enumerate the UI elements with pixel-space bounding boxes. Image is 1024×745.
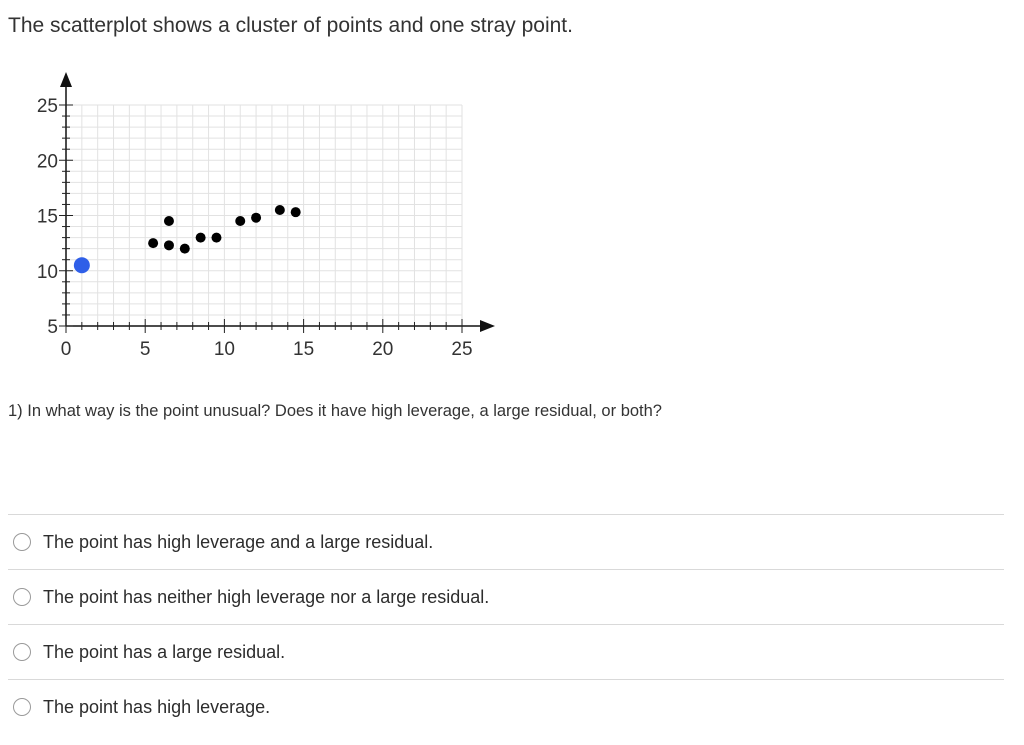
radio-button[interactable] xyxy=(13,588,31,606)
plot-grid xyxy=(65,104,463,327)
y-tick-label: 20 xyxy=(37,151,58,172)
answer-option-1[interactable]: The point has high leverage and a large … xyxy=(8,514,1004,569)
question-text: 1) In what way is the point unusual? Doe… xyxy=(8,402,662,420)
answer-option-2[interactable]: The point has neither high leverage nor … xyxy=(8,569,1004,624)
data-point xyxy=(179,243,190,254)
x-axis-arrow xyxy=(480,320,495,332)
x-tick-label: 5 xyxy=(140,339,151,360)
intro-text: The scatterplot shows a cluster of point… xyxy=(8,14,573,37)
y-tick-label: 5 xyxy=(47,317,58,338)
y-axis-arrow xyxy=(60,72,72,87)
y-tick-label: 10 xyxy=(37,262,58,283)
answer-option-label: The point has high leverage and a large … xyxy=(43,531,434,552)
x-tick-label: 25 xyxy=(451,339,472,360)
answer-option-3[interactable]: The point has a large residual. xyxy=(8,624,1004,679)
radio-button[interactable] xyxy=(13,643,31,661)
radio-button[interactable] xyxy=(13,533,31,551)
data-point xyxy=(251,212,262,223)
data-point xyxy=(290,207,301,218)
data-point xyxy=(235,216,246,227)
data-point xyxy=(195,232,206,243)
x-tick-label: 15 xyxy=(293,339,314,360)
answer-option-4[interactable]: The point has high leverage. xyxy=(8,679,1004,734)
x-tick-label: 20 xyxy=(372,339,393,360)
answer-option-label: The point has a large residual. xyxy=(43,641,286,662)
data-point xyxy=(274,204,285,215)
data-point xyxy=(148,238,159,249)
data-point xyxy=(163,240,174,251)
answer-option-label: The point has high leverage. xyxy=(43,696,271,717)
answer-option-label: The point has neither high leverage nor … xyxy=(43,586,490,607)
plot-axes xyxy=(60,72,495,332)
data-point xyxy=(163,216,174,227)
answer-options: The point has high leverage and a large … xyxy=(8,514,1004,734)
x-tick-label: 10 xyxy=(214,339,235,360)
x-tick-label: 0 xyxy=(61,339,72,360)
data-points xyxy=(73,204,301,274)
y-tick-label: 15 xyxy=(37,207,58,228)
data-point xyxy=(211,232,222,243)
y-tick-label: 25 xyxy=(37,96,58,117)
data-point xyxy=(73,257,90,274)
radio-button[interactable] xyxy=(13,698,31,716)
